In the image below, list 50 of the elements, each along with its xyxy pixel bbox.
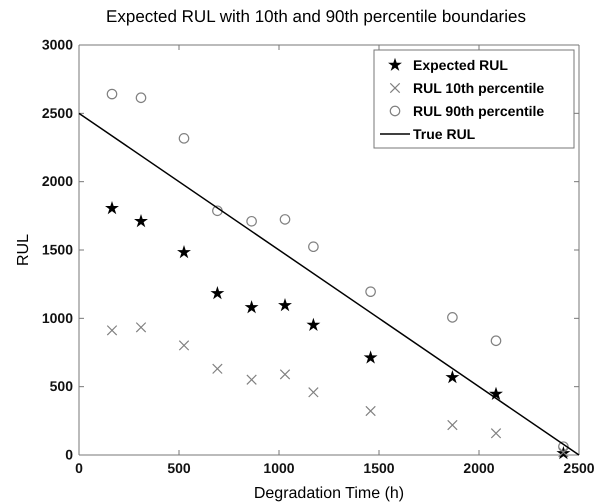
point <box>364 350 378 364</box>
point <box>280 369 290 380</box>
y-tick-label: 0 <box>65 446 74 462</box>
point <box>280 214 290 225</box>
point <box>177 245 191 258</box>
legend-label: RUL 10th percentile <box>413 80 544 96</box>
point <box>178 133 190 144</box>
point <box>447 312 458 323</box>
x-tick-label: 500 <box>167 460 191 476</box>
legend-label: True RUL <box>413 126 476 142</box>
point <box>246 374 257 386</box>
x-tick-label: 2000 <box>463 460 495 476</box>
point <box>308 241 319 252</box>
x-tick-label: 1000 <box>263 460 295 476</box>
y-tick-label: 1000 <box>42 310 74 326</box>
y-axis-title: RUL <box>15 234 32 266</box>
legend-label: Expected RUL <box>413 57 508 73</box>
point <box>489 386 503 400</box>
y-tick-label: 3000 <box>42 36 74 52</box>
point <box>212 205 223 216</box>
point <box>246 216 257 227</box>
y-tick-label: 2000 <box>42 173 74 190</box>
point <box>365 406 376 416</box>
point <box>278 298 292 312</box>
chart-title: Expected RUL with 10th and 90th percentile boundaries <box>106 7 526 26</box>
y-tick-label: 1500 <box>42 241 74 258</box>
point <box>306 318 320 331</box>
point <box>445 370 460 384</box>
point <box>244 300 259 314</box>
point <box>212 363 223 374</box>
point <box>136 322 146 333</box>
point <box>490 428 502 439</box>
point <box>490 335 502 346</box>
point <box>134 214 148 228</box>
x-axis-title: Degradation Time (h) <box>254 485 404 502</box>
legend-label: RUL 90th percentile <box>413 103 544 119</box>
point <box>106 325 118 336</box>
y-tick-label: 2500 <box>42 104 74 121</box>
point <box>447 420 458 430</box>
point <box>105 201 119 214</box>
point <box>308 386 319 398</box>
x-tick-label: 2500 <box>563 460 595 476</box>
point <box>106 88 118 100</box>
point <box>210 286 224 300</box>
x-tick-label: 1500 <box>363 460 395 476</box>
x-tick-label: 0 <box>75 460 84 476</box>
point <box>136 92 146 104</box>
point <box>178 340 190 351</box>
y-tick-label: 500 <box>50 378 74 394</box>
point <box>365 286 376 297</box>
